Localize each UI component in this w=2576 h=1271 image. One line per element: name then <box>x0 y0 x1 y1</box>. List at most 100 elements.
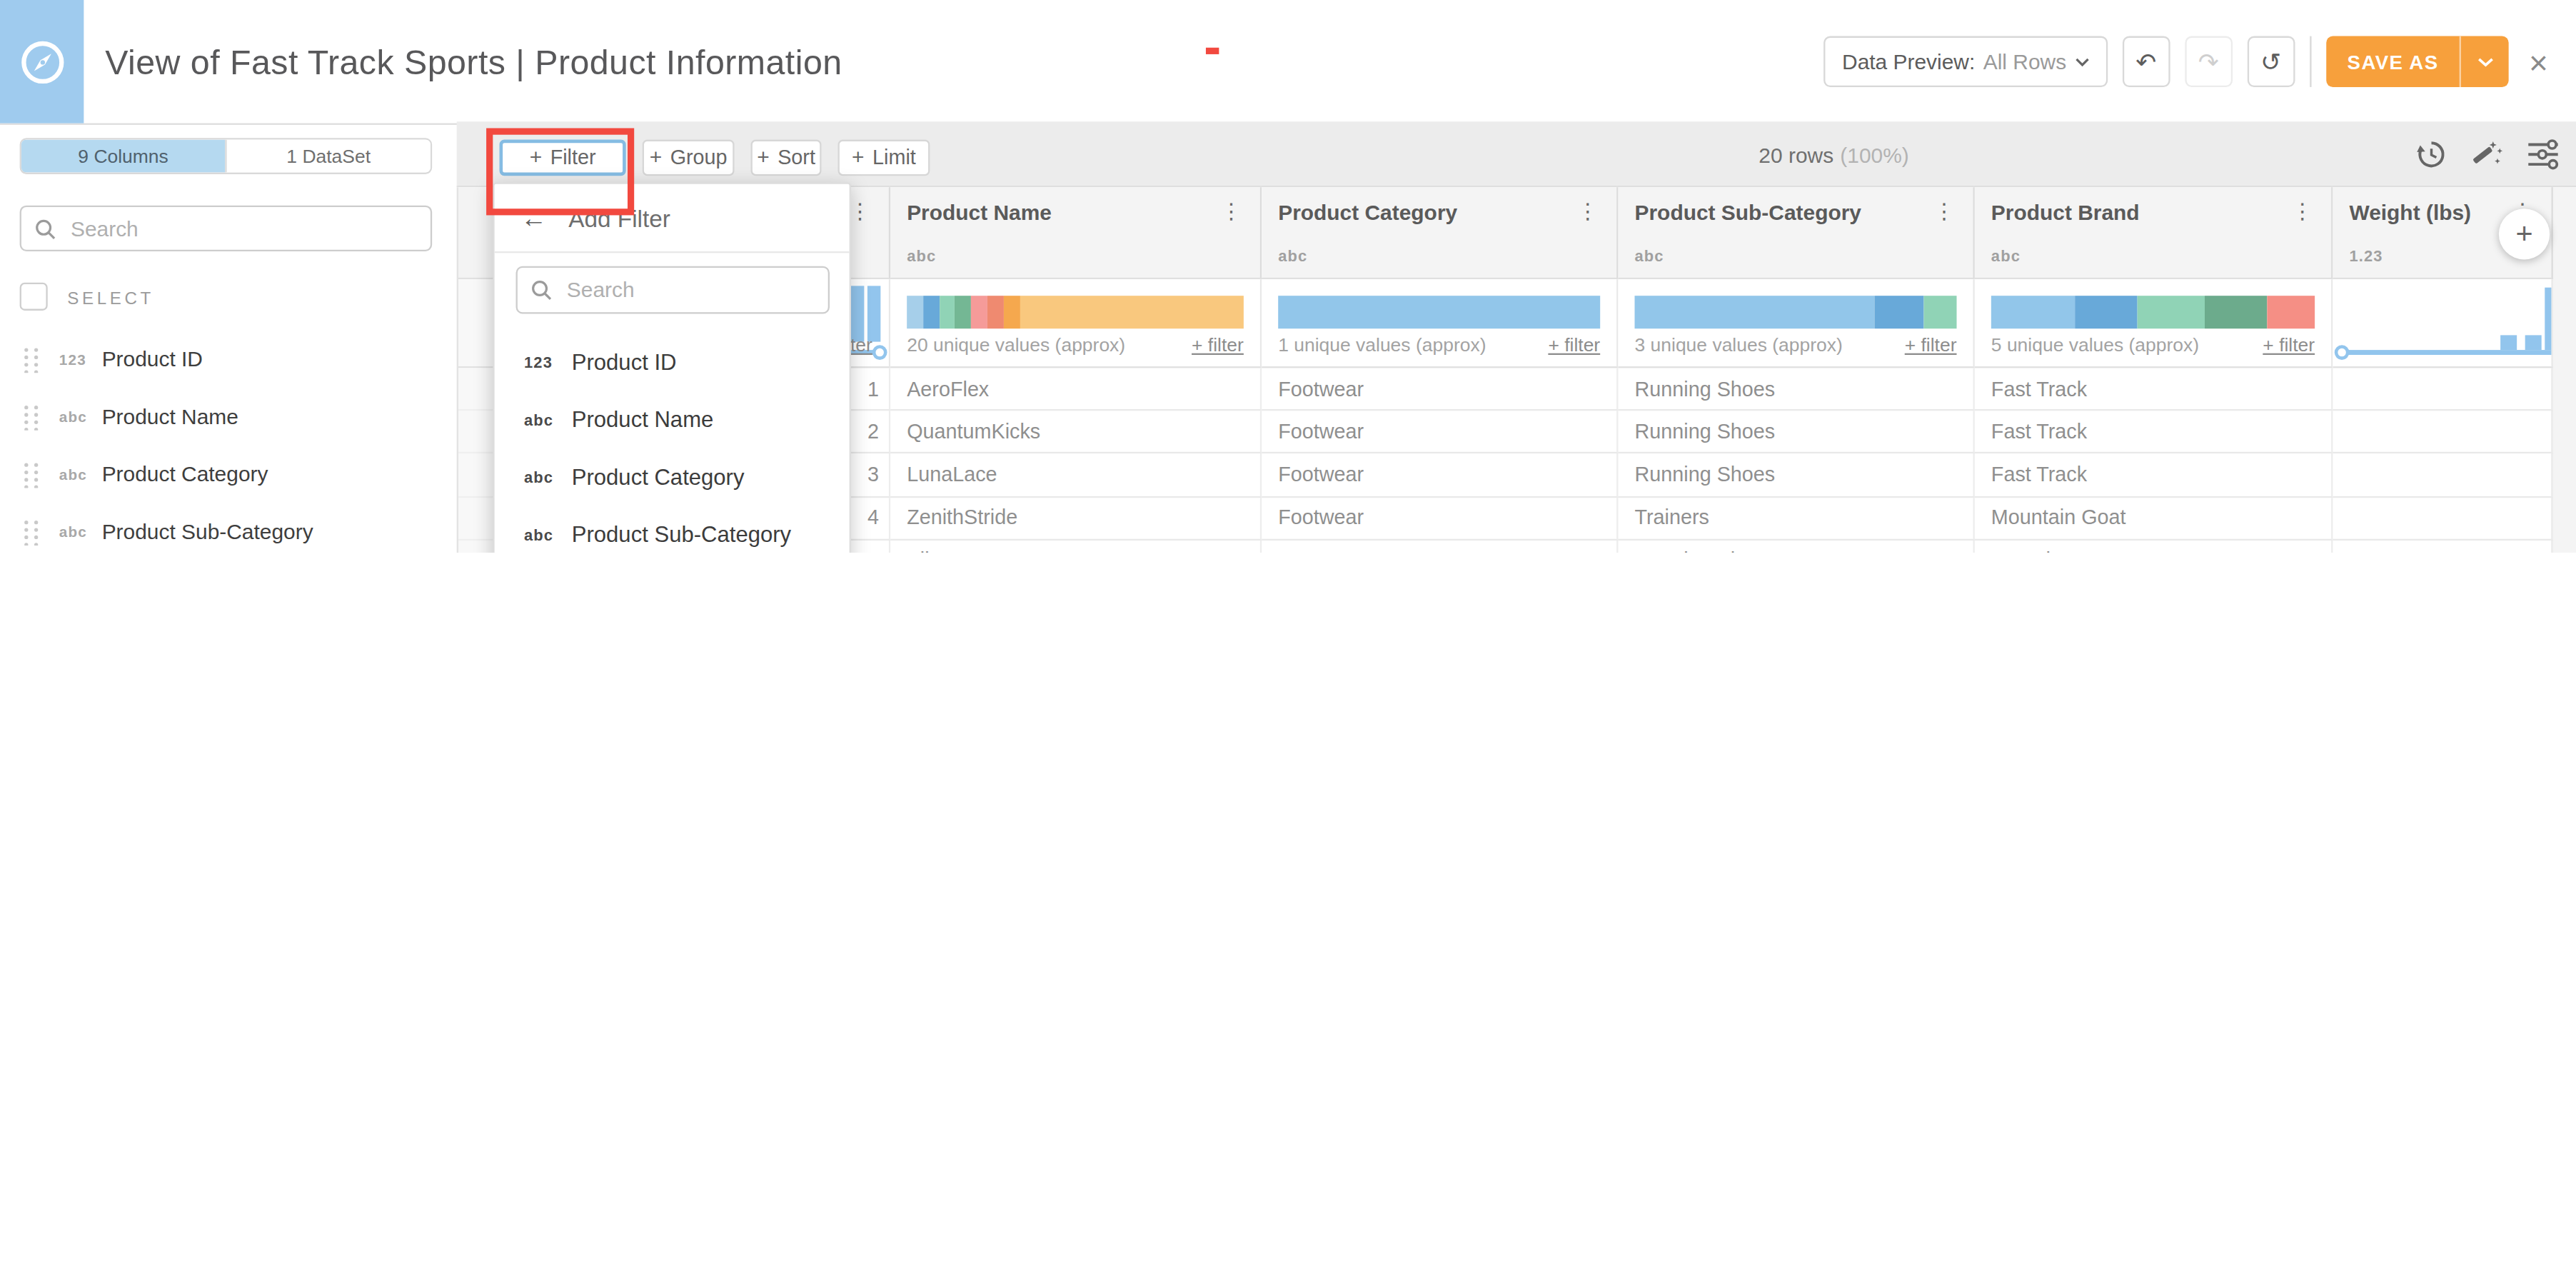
filter-search-input[interactable] <box>563 276 815 304</box>
sort-button[interactable]: + Sort <box>751 140 822 176</box>
filter-column-list: 123Product IDabcProduct NameabcProduct C… <box>495 333 849 552</box>
column-distribution-category: 1 unique values (approx)+ filter <box>1262 278 1618 368</box>
column-distribution-brand: 5 unique values (approx)+ filter <box>1975 278 2333 368</box>
table-cell-sub_category: Running Shoes <box>1619 454 1975 497</box>
save-as-split-button[interactable]: SAVE AS <box>2326 36 2510 87</box>
save-as-caret[interactable] <box>2460 36 2509 87</box>
range-slider-handle[interactable] <box>2335 345 2350 360</box>
history-icon[interactable] <box>2415 138 2447 171</box>
sidebar-search-input[interactable] <box>67 214 417 242</box>
back-arrow-icon[interactable]: ← <box>520 203 547 232</box>
filter-link[interactable]: + filter <box>1192 335 1244 355</box>
table-cell-category: Footwear <box>1262 454 1618 497</box>
filter-menu-item[interactable]: abcProduct Category <box>495 448 849 506</box>
histogram-bar <box>2500 335 2516 350</box>
sidebar-column-item[interactable]: abcProduct Name <box>0 388 457 446</box>
save-as-button[interactable]: SAVE AS <box>2326 36 2460 87</box>
settings-sliders-icon[interactable] <box>2527 138 2560 171</box>
plus-icon: + <box>530 144 542 169</box>
range-slider-handle[interactable] <box>872 345 887 360</box>
column-menu-icon[interactable]: ⋮ <box>2287 199 2318 223</box>
sidebar-column-list: 123Product IDabcProduct NameabcProduct C… <box>0 331 457 553</box>
table-cell-weight <box>2333 454 2552 497</box>
add-filter-popover: ← Add Filter 123Product IDabcProduct Nam… <box>493 182 850 552</box>
table-cell-brand: Fast Track <box>1975 411 2333 454</box>
close-button[interactable]: × <box>2524 45 2553 78</box>
plus-icon: + <box>852 144 864 169</box>
add-table-column-button[interactable]: + <box>2499 209 2550 259</box>
redo-button[interactable]: ↷ <box>2185 36 2233 87</box>
distribution-segment <box>907 296 923 328</box>
page-title: View of Fast Track Sports | Product Info… <box>105 0 842 124</box>
filter-link[interactable]: + filter <box>2263 335 2315 355</box>
histogram-bar <box>2545 288 2553 350</box>
distribution-bar <box>907 296 1244 328</box>
app-window: View of Fast Track Sports | Product Info… <box>0 0 2576 553</box>
popover-header: ← Add Filter <box>495 184 849 253</box>
drag-handle-icon[interactable] <box>23 518 39 545</box>
table-cell-name: QuantumKicks <box>890 411 1262 454</box>
sidebar-search[interactable] <box>20 206 433 251</box>
app-logo <box>0 0 84 124</box>
compass-icon <box>17 37 66 86</box>
limit-button[interactable]: + Limit <box>838 140 930 176</box>
drag-handle-icon[interactable] <box>23 461 39 487</box>
table-cell-category: Footwear <box>1262 368 1618 411</box>
header-divider <box>2310 36 2311 87</box>
sidebar-column-item[interactable]: abcProduct Sub-Category <box>0 503 457 552</box>
tab-columns[interactable]: 9 Columns <box>21 140 225 173</box>
table-cell-weight <box>2333 541 2552 553</box>
filter-menu-item[interactable]: abcProduct Name <box>495 391 849 449</box>
sidebar-column-label: Product Name <box>102 404 238 429</box>
column-header-name: Product Name⋮abc <box>890 187 1262 278</box>
filter-link[interactable]: + filter <box>1905 335 1957 355</box>
distribution-bar <box>1278 296 1600 328</box>
histogram-bar <box>2525 335 2541 350</box>
search-icon <box>34 218 56 239</box>
sidebar-column-item[interactable]: 123Product ID <box>0 331 457 388</box>
distribution-segment <box>1020 296 1243 328</box>
drag-handle-icon[interactable] <box>23 346 39 372</box>
column-menu-icon[interactable]: ⋮ <box>1928 199 1960 223</box>
select-all-checkbox[interactable] <box>20 283 48 311</box>
filter-button[interactable]: + Filter <box>500 140 626 176</box>
distribution-segment <box>1874 296 1924 328</box>
column-type-icon: abc <box>1278 246 1307 264</box>
distribution-footer: 5 unique values (approx)+ filter <box>1991 335 2315 355</box>
sidebar-column-item[interactable]: abcProduct Category <box>0 446 457 503</box>
group-button[interactable]: + Group <box>643 140 735 176</box>
distribution-segment <box>972 296 988 328</box>
vertical-scrollbar[interactable] <box>2551 187 2576 552</box>
distribution-segment <box>1924 296 1956 328</box>
filter-menu-item[interactable]: 123Product ID <box>495 333 849 391</box>
column-header-category: Product Category⋮abc <box>1262 187 1618 278</box>
reset-button[interactable]: ↺ <box>2247 36 2295 87</box>
column-type-icon: abc <box>59 466 102 482</box>
filter-search[interactable] <box>516 266 830 314</box>
table-cell-category: Footwear <box>1262 497 1618 540</box>
table-cell-sub_category: Running Shoes <box>1619 541 1975 553</box>
table-cell-sub_category: Running Shoes <box>1619 411 1975 454</box>
distribution-segment <box>1278 296 1600 328</box>
select-all-label: SELECT <box>67 287 154 307</box>
drag-handle-icon[interactable] <box>23 403 39 430</box>
data-preview-dropdown[interactable]: Data Preview: All Rows <box>1824 36 2108 87</box>
column-type-icon: abc <box>907 246 936 264</box>
undo-button[interactable]: ↶ <box>2122 36 2170 87</box>
preview-toolbar: + Filter + Group + Sort + Limit 20 rows … <box>457 121 2576 187</box>
row-count-status: 20 rows (100%) <box>1759 121 1908 187</box>
distribution-segment <box>2075 296 2138 328</box>
column-title: Product Brand <box>1991 201 2140 226</box>
filter-menu-item[interactable]: abcProduct Sub-Category <box>495 506 849 553</box>
column-menu-icon[interactable]: ⋮ <box>1572 199 1604 223</box>
tab-dataset[interactable]: 1 DataSet <box>225 140 431 173</box>
column-menu-icon[interactable]: ⋮ <box>1216 199 1247 223</box>
table-cell-name: LunaLace <box>890 454 1262 497</box>
histogram-bar <box>867 286 881 341</box>
filter-link[interactable]: + filter <box>1548 335 1600 355</box>
column-distribution-name: 20 unique values (approx)+ filter <box>890 278 1262 368</box>
range-slider-track <box>2342 350 2553 354</box>
magic-wand-icon[interactable] <box>2471 138 2504 171</box>
table-cell-name: ZenithStride <box>890 497 1262 540</box>
column-distribution-weight <box>2333 278 2552 368</box>
